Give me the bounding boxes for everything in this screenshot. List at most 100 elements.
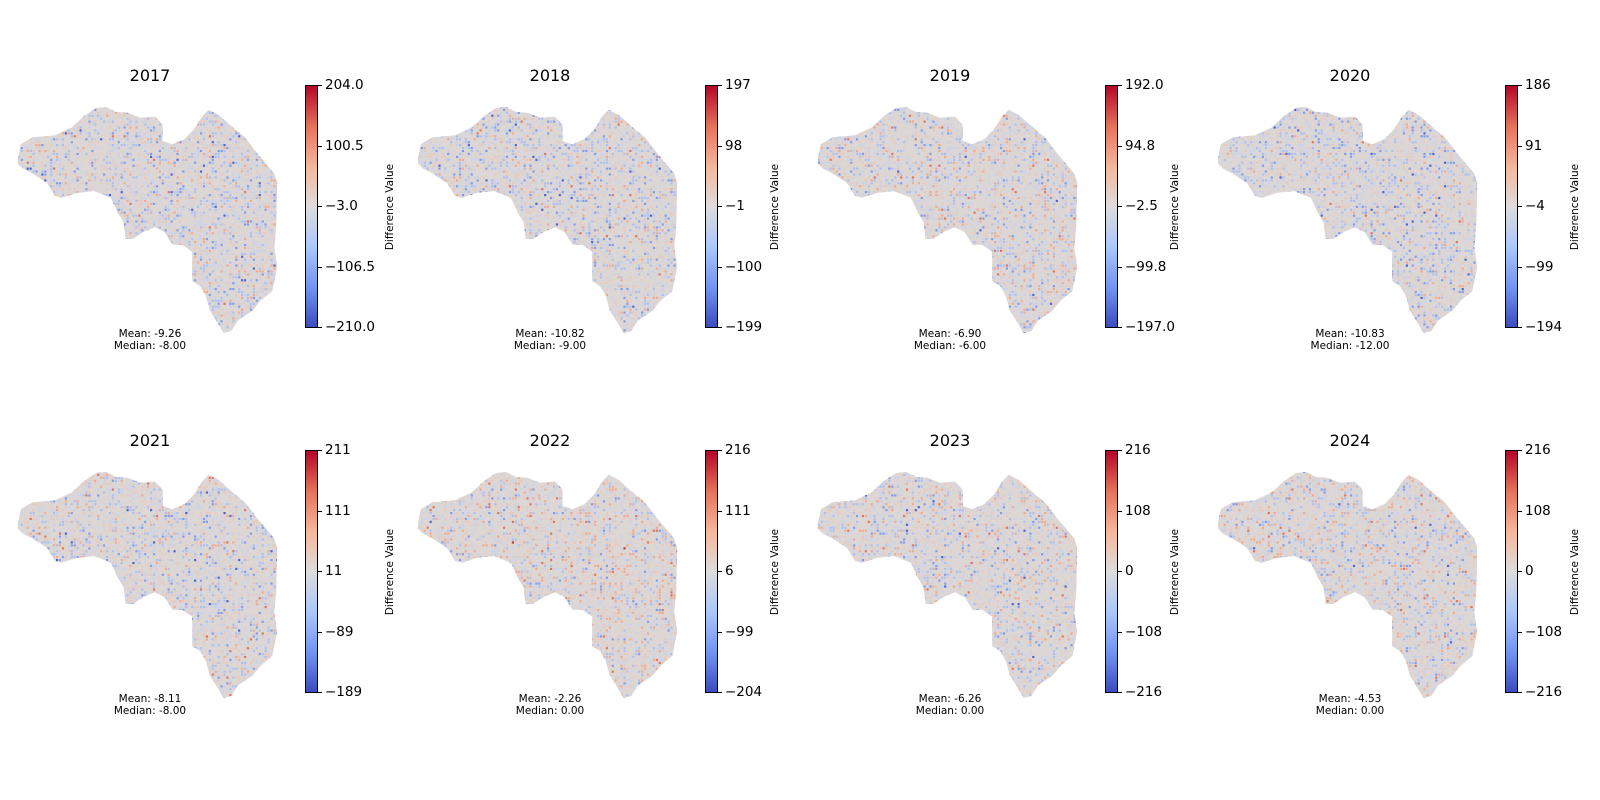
median-label: Median: -12.00 bbox=[1215, 340, 1485, 352]
summary-stats: Mean: -10.82 Median: -9.00 bbox=[415, 328, 685, 352]
colorbar-tick-mark bbox=[318, 510, 322, 512]
colorbar-tick-mark bbox=[1118, 450, 1122, 451]
panel-title: 2022 bbox=[415, 431, 685, 450]
colorbar-tick-label: 216 bbox=[725, 442, 751, 458]
colorbar-tick-label: −99.8 bbox=[1125, 259, 1166, 275]
colorbar-tick-mark bbox=[1518, 692, 1522, 693]
heatmap-panel-2022: 2022 Mean: -2.26 Median: 0.00 216 111 6 −99 −20… bbox=[400, 431, 781, 730]
median-label: Median: 0.00 bbox=[815, 705, 1085, 717]
colorbar-tick-label: 111 bbox=[325, 503, 351, 519]
colorbar-tick-mark bbox=[718, 327, 722, 328]
colorbar-tick-mark bbox=[1518, 450, 1522, 451]
difference-map bbox=[817, 471, 1078, 699]
panel-title: 2020 bbox=[1215, 66, 1485, 85]
colorbar-tick-label: −4 bbox=[1525, 198, 1545, 214]
colorbar-tick-label: 216 bbox=[1125, 442, 1151, 458]
colorbar-label: Difference Value bbox=[1169, 159, 1181, 255]
colorbar-tick-mark bbox=[1118, 266, 1122, 268]
colorbar-tick-mark bbox=[1118, 327, 1122, 328]
difference-map bbox=[17, 471, 278, 699]
colorbar-tick-label: 111 bbox=[725, 503, 751, 519]
summary-stats: Mean: -8.11 Median: -8.00 bbox=[15, 693, 285, 717]
heatmap-panel-2021: 2021 Mean: -8.11 Median: -8.00 211 111 11 −89−… bbox=[0, 431, 396, 730]
colorbar-tick-mark bbox=[718, 571, 722, 572]
panel-title: 2018 bbox=[415, 66, 685, 85]
colorbar-tick-label: 186 bbox=[1525, 77, 1551, 93]
colorbar-tick-label: −199 bbox=[725, 319, 762, 335]
colorbar-tick-mark bbox=[1518, 327, 1522, 328]
region-fill bbox=[817, 471, 1078, 699]
colorbar-tick-label: −197.0 bbox=[1125, 319, 1175, 335]
colorbar-tick-mark bbox=[1518, 206, 1522, 207]
heatmap-panel-2020: 2020 Mean: -10.83 Median: -12.00 186 91 −4 −99… bbox=[1200, 66, 1581, 365]
colorbar-tick-label: −216 bbox=[1125, 684, 1162, 700]
colorbar-tick-mark bbox=[1518, 85, 1522, 86]
colorbar-tick-label: 0 bbox=[1125, 563, 1134, 579]
colorbar-tick-mark bbox=[1118, 145, 1122, 147]
colorbar bbox=[1105, 450, 1118, 693]
colorbar-tick-label: 6 bbox=[725, 563, 734, 579]
colorbar-tick-mark bbox=[1518, 631, 1522, 633]
colorbar-tick-label: 108 bbox=[1125, 503, 1151, 519]
panel-title: 2024 bbox=[1215, 431, 1485, 450]
colorbar-label: Difference Value bbox=[769, 524, 781, 620]
heatmap-panel-2024: 2024 Mean: -4.53 Median: 0.00 216 108 0 −108 −2… bbox=[1200, 431, 1581, 730]
region-fill bbox=[417, 471, 678, 699]
colorbar bbox=[705, 85, 718, 328]
colorbar-tick-mark bbox=[718, 206, 722, 207]
panel-title: 2017 bbox=[15, 66, 285, 85]
summary-stats: Mean: -6.26 Median: 0.00 bbox=[815, 693, 1085, 717]
colorbar-label: Difference Value bbox=[1569, 524, 1581, 620]
colorbar bbox=[305, 450, 318, 693]
colorbar-tick-label: −100 bbox=[725, 259, 762, 275]
mean-label: Mean: -9.26 bbox=[15, 328, 285, 340]
heatmap-panel-2018: 2018 Mean: -10.82 Median: -9.00 197 98 −1 −100… bbox=[400, 66, 781, 365]
colorbar-tick-label: −194 bbox=[1525, 319, 1562, 335]
summary-stats: Mean: -4.53 Median: 0.00 bbox=[1215, 693, 1485, 717]
colorbar-tick-mark bbox=[1118, 85, 1122, 86]
colorbar-tick-mark bbox=[1118, 510, 1122, 512]
colorbar-tick-mark bbox=[718, 145, 722, 147]
colorbar-tick-mark bbox=[318, 631, 322, 633]
region-fill bbox=[417, 106, 678, 334]
colorbar-tick-label: −106.5 bbox=[325, 259, 375, 275]
colorbar-tick-mark bbox=[318, 266, 322, 268]
colorbar-label: Difference Value bbox=[1569, 159, 1581, 255]
colorbar-tick-mark bbox=[318, 692, 322, 693]
colorbar-tick-label: 192.0 bbox=[1125, 77, 1164, 93]
colorbar-tick-mark bbox=[718, 510, 722, 512]
colorbar-tick-mark bbox=[1118, 571, 1122, 572]
summary-stats: Mean: -9.26 Median: -8.00 bbox=[15, 328, 285, 352]
colorbar-tick-label: 11 bbox=[325, 563, 342, 579]
colorbar-tick-mark bbox=[1518, 266, 1522, 268]
colorbar-tick-label: 197 bbox=[725, 77, 751, 93]
colorbar-tick-mark bbox=[318, 145, 322, 147]
mean-label: Mean: -2.26 bbox=[415, 693, 685, 705]
colorbar bbox=[1105, 85, 1118, 328]
mean-label: Mean: -6.90 bbox=[815, 328, 1085, 340]
colorbar-tick-label: −99 bbox=[725, 624, 754, 640]
colorbar-tick-label: 100.5 bbox=[325, 138, 364, 154]
median-label: Median: -9.00 bbox=[415, 340, 685, 352]
difference-map bbox=[1217, 106, 1478, 334]
difference-map bbox=[817, 106, 1078, 334]
colorbar-label: Difference Value bbox=[769, 159, 781, 255]
region-fill bbox=[1217, 106, 1478, 334]
region-fill bbox=[817, 106, 1078, 334]
median-label: Median: -6.00 bbox=[815, 340, 1085, 352]
region-fill bbox=[17, 106, 278, 334]
colorbar-tick-label: −2.5 bbox=[1125, 198, 1158, 214]
colorbar-tick-mark bbox=[718, 631, 722, 633]
mean-label: Mean: -6.26 bbox=[815, 693, 1085, 705]
colorbar-tick-mark bbox=[1518, 510, 1522, 512]
difference-map bbox=[417, 471, 678, 699]
median-label: Median: -8.00 bbox=[15, 705, 285, 717]
median-label: Median: 0.00 bbox=[1215, 705, 1485, 717]
colorbar-tick-label: 108 bbox=[1525, 503, 1551, 519]
colorbar-tick-label: −189 bbox=[325, 684, 362, 700]
heatmap-panel-2019: 2019 Mean: -6.90 Median: -6.00 192.0 94.8 −2.… bbox=[800, 66, 1181, 365]
colorbar-tick-mark bbox=[718, 85, 722, 86]
colorbar-tick-mark bbox=[1518, 145, 1522, 147]
colorbar-tick-label: 211 bbox=[325, 442, 351, 458]
colorbar-tick-mark bbox=[318, 571, 322, 572]
